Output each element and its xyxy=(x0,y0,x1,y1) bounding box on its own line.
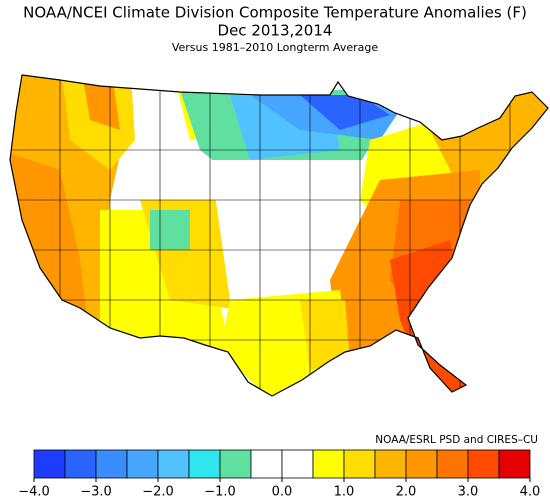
title: NOAA/NCEI Climate Division Composite Tem… xyxy=(23,4,527,22)
tick-label: 3.0 xyxy=(458,485,479,500)
color-swatch xyxy=(64,449,97,479)
tick-label: 0.0 xyxy=(272,485,293,500)
tick-label: −2.0 xyxy=(142,485,174,500)
color-swatch xyxy=(436,449,469,479)
tick-label: 2.0 xyxy=(396,485,417,500)
color-swatch xyxy=(343,449,376,479)
period: Dec 2013,2014 xyxy=(218,22,333,40)
color-swatch xyxy=(95,449,128,479)
colorbar: −4.0 −3.0 −2.0 −1.0 0.0 1.0 2.0 3.0 4.0 xyxy=(18,449,541,500)
color-swatch xyxy=(374,449,407,479)
color-swatch xyxy=(498,449,531,479)
tick-label: 4.0 xyxy=(520,485,541,500)
color-swatch xyxy=(405,449,438,479)
color-swatch xyxy=(250,449,283,479)
us-map xyxy=(10,75,548,396)
color-swatch xyxy=(219,449,252,479)
color-swatch xyxy=(312,449,345,479)
tick-label: −4.0 xyxy=(18,485,50,500)
tick-label: −1.0 xyxy=(204,485,236,500)
credit: NOAA/ESRL PSD and CIRES–CU xyxy=(375,434,538,446)
color-swatch xyxy=(157,449,190,479)
subtitle: Versus 1981–2010 Longterm Average xyxy=(172,41,379,54)
tick-label: 1.0 xyxy=(334,485,355,500)
tick-label: −3.0 xyxy=(80,485,112,500)
us-outline xyxy=(9,74,549,397)
color-swatch xyxy=(33,449,66,479)
color-swatch xyxy=(126,449,159,479)
color-swatch xyxy=(188,449,221,479)
color-swatch xyxy=(467,449,500,479)
color-swatch xyxy=(281,449,314,479)
